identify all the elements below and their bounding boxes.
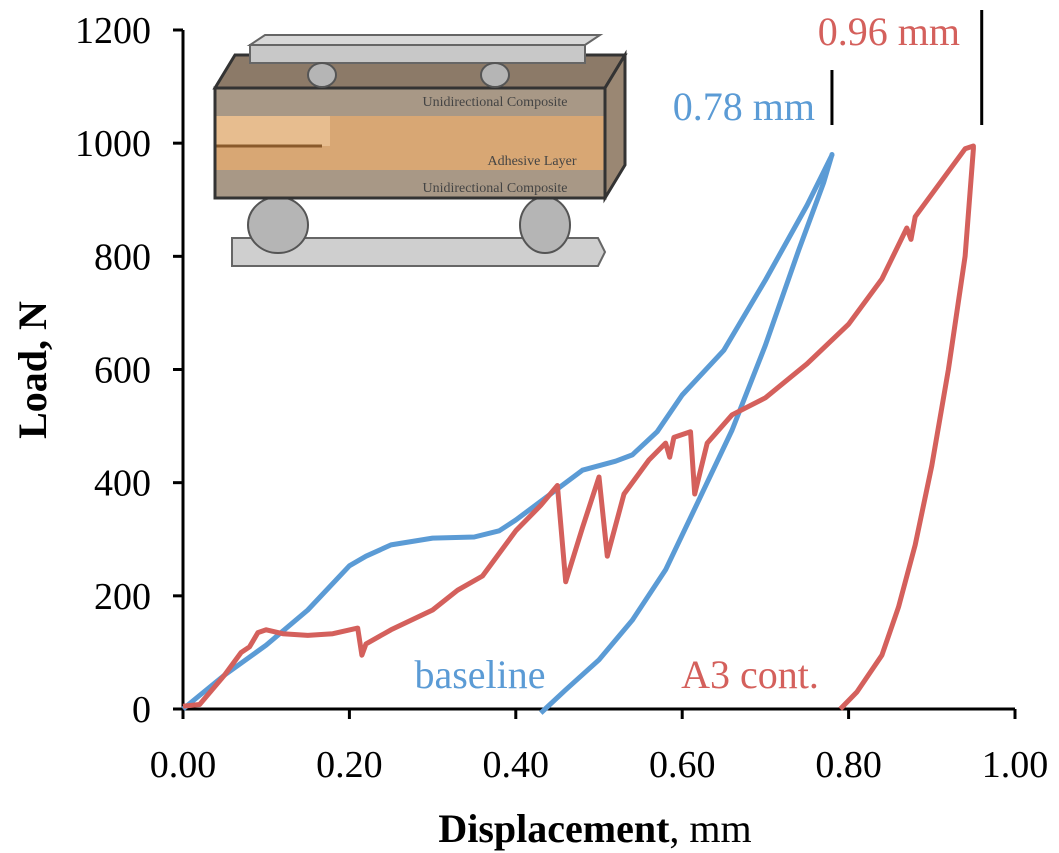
box-frame (213, 86, 607, 200)
inset-diagram: Unidirectional Composite Adhesive Layer … (212, 34, 628, 267)
marker-label: 0.78 mm (673, 84, 815, 129)
roller (247, 196, 309, 254)
crack (215, 116, 330, 146)
x-tick-label: 0.80 (815, 744, 882, 786)
x-tick-label: 1.00 (982, 744, 1049, 786)
x-axis-title-unit: , mm (669, 806, 751, 851)
top-plate (249, 44, 586, 64)
x-tick-label: 0.00 (150, 744, 217, 786)
roller (480, 62, 510, 88)
marker-label: 0.96 mm (818, 9, 960, 54)
y-tick-label: 800 (94, 236, 151, 278)
x-axis-title: Displacement, mm (438, 806, 751, 851)
inset-label: Adhesive Layer (487, 154, 576, 169)
y-tick-label: 1000 (75, 123, 151, 165)
inset-label: Unidirectional Composite (422, 95, 567, 110)
data-line (181, 152, 835, 715)
inset-label: Unidirectional Composite (422, 181, 567, 196)
x-tick-label: 0.60 (649, 744, 716, 786)
x-tick-label: 0.20 (316, 744, 383, 786)
top-plate (246, 34, 604, 46)
roller (307, 62, 337, 88)
roller (519, 196, 571, 254)
series-label: baseline (414, 652, 545, 697)
y-axis-title: Load, N (10, 301, 55, 439)
x-tick-label: 0.40 (483, 744, 550, 786)
layer (215, 170, 605, 198)
x-axis-title-main: Displacement (438, 806, 670, 851)
y-tick-label: 400 (94, 463, 151, 505)
layer (215, 88, 605, 116)
y-tick-label: 0 (132, 689, 151, 731)
y-tick-label: 1200 (75, 10, 151, 52)
series-label: A3 cont. (681, 652, 819, 697)
y-tick-label: 600 (94, 350, 151, 392)
y-tick-label: 200 (94, 576, 151, 618)
data-line (182, 143, 976, 711)
